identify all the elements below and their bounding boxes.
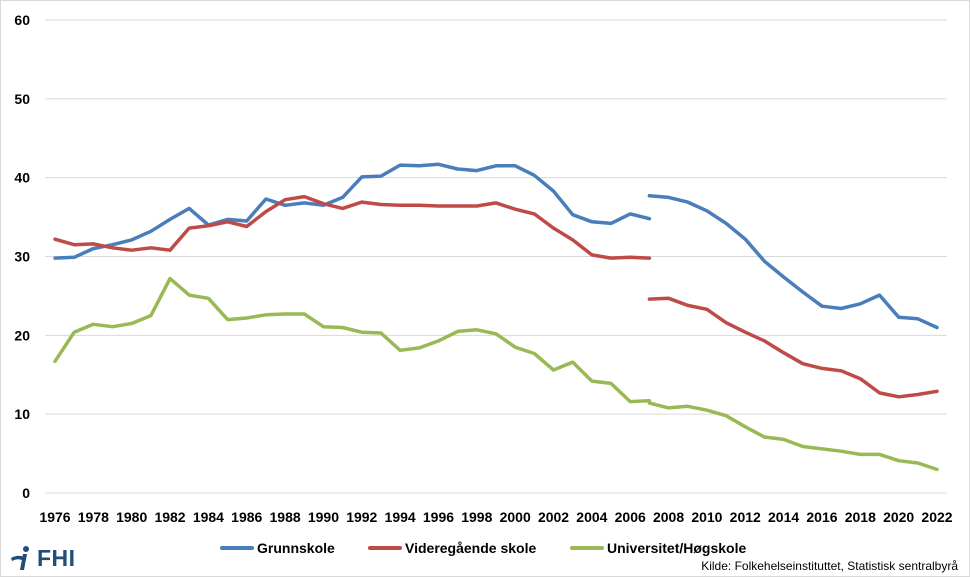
x-tick-label: 1984 <box>193 509 224 525</box>
y-tick-label: 0 <box>22 485 30 501</box>
legend-label-videregaende: Videregående skole <box>405 540 536 556</box>
legend-label-universitet: Universitet/Høgskole <box>607 540 746 556</box>
x-tick-label: 1986 <box>231 509 262 525</box>
series-line-universitet-h-gskole-segment-2 <box>647 401 939 472</box>
series-line-universitet-h-gskole-segment-1 <box>53 276 652 404</box>
y-tick-label: 30 <box>14 249 30 265</box>
x-tick-label: 2010 <box>691 509 722 525</box>
legend-label-grunnskole: Grunnskole <box>257 540 335 556</box>
x-tick-label: 1980 <box>116 509 147 525</box>
series-line-grunnskole-segment-2 <box>647 194 939 330</box>
y-tick-label: 10 <box>14 406 30 422</box>
gridlines <box>45 19 947 494</box>
x-tick-label: 1994 <box>385 509 416 525</box>
x-tick-label: 2004 <box>576 509 607 525</box>
x-tick-label: 1976 <box>39 509 70 525</box>
source-note: Kilde: Folkehelseinstituttet, Statistisk… <box>701 559 958 573</box>
fhi-logo-text: FHI <box>37 544 76 571</box>
series-line-videreg-ende-skole-segment-1 <box>53 194 652 260</box>
x-tick-label: 1990 <box>308 509 339 525</box>
x-tick-label: 2022 <box>921 509 952 525</box>
x-tick-label: 1996 <box>423 509 454 525</box>
series-line-grunnskole-segment-1 <box>53 162 652 260</box>
x-tick-label: 2016 <box>806 509 837 525</box>
x-tick-label: 2020 <box>883 509 914 525</box>
x-tick-label: 2006 <box>615 509 646 525</box>
x-tick-label: 1998 <box>461 509 492 525</box>
y-tick-label: 50 <box>14 91 30 107</box>
y-tick-label: 20 <box>14 327 30 343</box>
x-tick-label: 2000 <box>500 509 531 525</box>
x-tick-label: 2012 <box>730 509 761 525</box>
x-tick-label: 2002 <box>538 509 569 525</box>
legend: Grunnskole Videregående skole Universite… <box>220 540 746 556</box>
fhi-logo: FHI <box>8 545 76 571</box>
series-lines <box>53 162 939 472</box>
x-tick-label: 1992 <box>346 509 377 525</box>
y-tick-label: 40 <box>14 170 30 186</box>
series-line-videreg-ende-skole-segment-2 <box>647 296 939 399</box>
x-tick-label: 2014 <box>768 509 799 525</box>
fhi-figure-icon <box>11 546 29 570</box>
x-axis-labels: 1976 1978 1980 1982 1984 1986 1988 1990 1992 1994… <box>39 509 952 525</box>
x-tick-label: 2008 <box>653 509 684 525</box>
x-tick-label: 1978 <box>78 509 109 525</box>
x-tick-label: 1982 <box>154 509 185 525</box>
y-axis-labels: 0 10 20 30 40 50 60 <box>14 12 30 501</box>
x-tick-label: 1988 <box>270 509 301 525</box>
x-tick-label: 2018 <box>845 509 876 525</box>
y-tick-label: 60 <box>14 12 30 28</box>
